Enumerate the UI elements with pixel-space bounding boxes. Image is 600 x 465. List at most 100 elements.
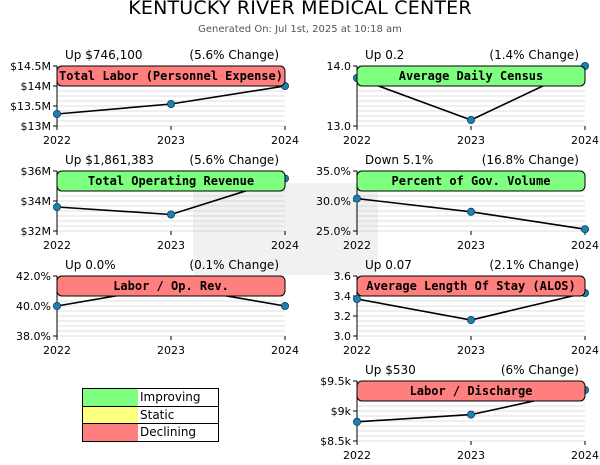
- x-tick-label: 2024: [571, 344, 599, 357]
- chart-title: Labor / Discharge: [410, 384, 533, 398]
- x-tick-label: 2023: [457, 449, 485, 462]
- data-point: [166, 210, 175, 219]
- data-point: [466, 207, 475, 216]
- chart-title-box: [356, 65, 586, 87]
- percent-change-text: (0.1% Change): [189, 258, 279, 272]
- change-text: Down 5.1%: [365, 153, 433, 167]
- change-text: Up 0.0%: [65, 258, 116, 272]
- y-tick-label: $32M: [21, 225, 52, 238]
- legend-label-declining: Declining: [140, 425, 197, 439]
- percent-change-text: (6% Change): [501, 363, 579, 377]
- percent-change-text: (1.4% Change): [489, 48, 579, 62]
- chart-title-box: [56, 65, 286, 87]
- change-text: Up $746,100: [65, 48, 142, 62]
- data-point: [53, 110, 62, 119]
- chart-title-box: [56, 170, 286, 192]
- x-tick-label: 2022: [43, 344, 71, 357]
- chart-title-box: [356, 170, 586, 192]
- y-tick-label: 14.0: [327, 60, 352, 73]
- y-tick-label: $9k: [331, 405, 352, 418]
- data-point: [466, 315, 475, 324]
- percent-change-text: (16.8% Change): [482, 153, 579, 167]
- chart-title-box: [56, 275, 286, 297]
- y-tick-label: $13.5M: [10, 100, 51, 113]
- y-tick-label: 42.0%: [16, 270, 51, 283]
- data-point: [352, 417, 361, 426]
- data-point: [53, 202, 62, 211]
- x-tick-label: 2022: [343, 449, 371, 462]
- x-tick-label: 2024: [271, 239, 299, 252]
- percent-change-text: (5.6% Change): [189, 153, 279, 167]
- y-tick-label: 3.0: [334, 330, 352, 343]
- chart-panel-6: Up 0.07 (2.1% Change) 3.0 3.2 3.4 3.6 2022 2023…: [334, 258, 600, 357]
- chart-title: Total Operating Revenue: [88, 174, 254, 188]
- x-tick-label: 2023: [457, 239, 485, 252]
- chart-title: Labor / Op. Rev.: [113, 279, 229, 293]
- x-tick-label: 2023: [457, 344, 485, 357]
- legend-item-improving: Improving: [83, 389, 218, 406]
- x-tick-label: 2024: [271, 134, 299, 147]
- x-tick-label: 2023: [457, 134, 485, 147]
- data-point: [280, 301, 289, 310]
- data-point: [352, 194, 361, 203]
- y-tick-label: 38.0%: [16, 330, 51, 343]
- chart-panel-5: Up 0.0% (0.1% Change) 38.0% 40.0% 42.0% 2022 2…: [16, 258, 299, 357]
- y-tick-label: 3.4: [334, 290, 352, 303]
- data-point: [466, 410, 475, 419]
- x-tick-label: 2023: [157, 239, 185, 252]
- percent-change-text: (5.6% Change): [189, 48, 279, 62]
- data-point: [53, 301, 62, 310]
- chart-title: Average Length Of Stay (ALOS): [366, 279, 576, 293]
- chart-title: Percent of Gov. Volume: [392, 174, 551, 188]
- x-tick-label: 2022: [343, 344, 371, 357]
- chart-title-box: [356, 380, 586, 402]
- chart-title: Average Daily Census: [399, 69, 544, 83]
- legend-label-improving: Improving: [140, 390, 201, 404]
- data-point: [352, 294, 361, 303]
- x-tick-label: 2022: [343, 239, 371, 252]
- status-legend: Improving Static Declining: [82, 388, 219, 442]
- y-tick-label: 13.0: [327, 120, 352, 133]
- x-tick-label: 2022: [343, 134, 371, 147]
- x-tick-label: 2024: [571, 449, 599, 462]
- x-tick-label: 2024: [271, 344, 299, 357]
- chart-panel-4: Down 5.1% (16.8% Change) 25.0% 30.0% 35.0% 20…: [316, 153, 599, 252]
- y-tick-label: $9.5k: [320, 375, 351, 388]
- chart-title-box: [356, 275, 586, 297]
- x-tick-label: 2022: [43, 134, 71, 147]
- chart-panel-3: Up $1,861,383 (5.6% Change) $32M $34M $36M 20…: [21, 153, 300, 252]
- legend-swatch-improving: [83, 389, 138, 406]
- y-tick-label: 25.0%: [316, 225, 351, 238]
- x-tick-label: 2023: [157, 344, 185, 357]
- y-tick-label: $34M: [21, 195, 52, 208]
- y-tick-label: $14.5M: [10, 60, 51, 73]
- data-point: [466, 116, 475, 125]
- series-line: [56, 85, 286, 115]
- data-point: [166, 100, 175, 109]
- y-tick-label: $13M: [21, 120, 52, 133]
- y-tick-label: $36M: [21, 165, 52, 178]
- legend-swatch-declining: [83, 424, 138, 441]
- y-tick-label: $8.5k: [320, 435, 351, 448]
- y-tick-label: 30.0%: [316, 195, 351, 208]
- change-text: Up $530: [365, 363, 416, 377]
- change-text: Up 0.2: [365, 48, 404, 62]
- legend-label-static: Static: [140, 408, 175, 422]
- chart-title: Total Labor (Personnel Expense): [59, 69, 283, 83]
- legend-item-declining: Declining: [83, 423, 218, 441]
- generated-timestamp: Generated On: Jul 1st, 2025 at 10:18 am: [198, 24, 402, 35]
- y-tick-label: $14M: [21, 80, 52, 93]
- report-title: KENTUCKY RIVER MEDICAL CENTER: [128, 0, 472, 19]
- change-text: Up $1,861,383: [65, 153, 154, 167]
- chart-panel-2: Up 0.2 (1.4% Change) 13.0 14.0 2022 2023 2024 A…: [327, 48, 600, 147]
- legend-swatch-static: [83, 407, 138, 424]
- x-tick-label: 2023: [157, 134, 185, 147]
- legend-item-static: Static: [83, 406, 218, 424]
- percent-change-text: (2.1% Change): [489, 258, 579, 272]
- chart-panel-7: Up $530 (6% Change) $8.5k $9k $9.5k 2022 2023 2…: [320, 363, 599, 462]
- x-tick-label: 2024: [571, 239, 599, 252]
- y-tick-label: 40.0%: [16, 300, 51, 313]
- x-tick-label: 2022: [43, 239, 71, 252]
- y-tick-label: 3.6: [334, 270, 352, 283]
